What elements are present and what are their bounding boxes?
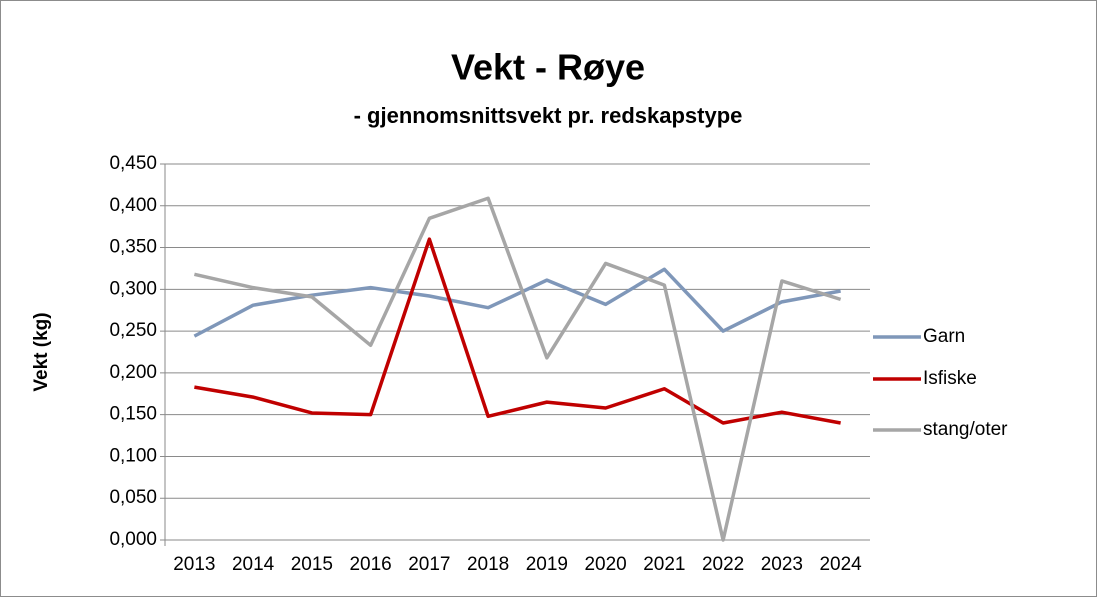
chart-title: Vekt - Røye (451, 47, 645, 88)
series-line (193, 196, 842, 542)
x-tick-label: 2019 (526, 554, 568, 575)
legend-label: Isfiske (923, 368, 977, 389)
x-tick-label: 2020 (584, 554, 626, 575)
x-tick-label: 2023 (761, 554, 803, 575)
y-axis-label: Vekt (kg) (31, 312, 52, 391)
x-tick-label: 2013 (173, 554, 215, 575)
series-line (194, 237, 841, 425)
legend-label: Garn (923, 326, 965, 347)
y-tick-label: 0,050 (109, 487, 157, 508)
x-tick-label: 2018 (467, 554, 509, 575)
y-tick-label: 0,400 (109, 195, 157, 216)
x-tick-label: 2014 (232, 554, 275, 575)
x-tick-label: 2016 (349, 554, 391, 575)
legend-label: stang/oter (923, 419, 1008, 440)
y-tick-label: 0,150 (109, 404, 157, 425)
y-tick-label: 0,250 (109, 320, 157, 341)
y-tick-label: 0,300 (109, 278, 157, 299)
y-tick-label: 0,000 (109, 529, 157, 550)
y-tick-label: 0,350 (109, 237, 157, 258)
y-tick-label: 0,200 (109, 362, 157, 383)
x-tick-label: 2022 (702, 554, 744, 575)
x-tick-label: 2017 (408, 554, 450, 575)
y-tick-label: 0,450 (109, 153, 157, 174)
y-tick-label: 0,100 (109, 445, 157, 466)
x-tick-label: 2024 (819, 554, 862, 575)
x-tick-label: 2021 (643, 554, 685, 575)
chart-subtitle: - gjennomsnittsvekt pr. redskapstype (354, 103, 743, 128)
x-tick-label: 2015 (291, 554, 333, 575)
